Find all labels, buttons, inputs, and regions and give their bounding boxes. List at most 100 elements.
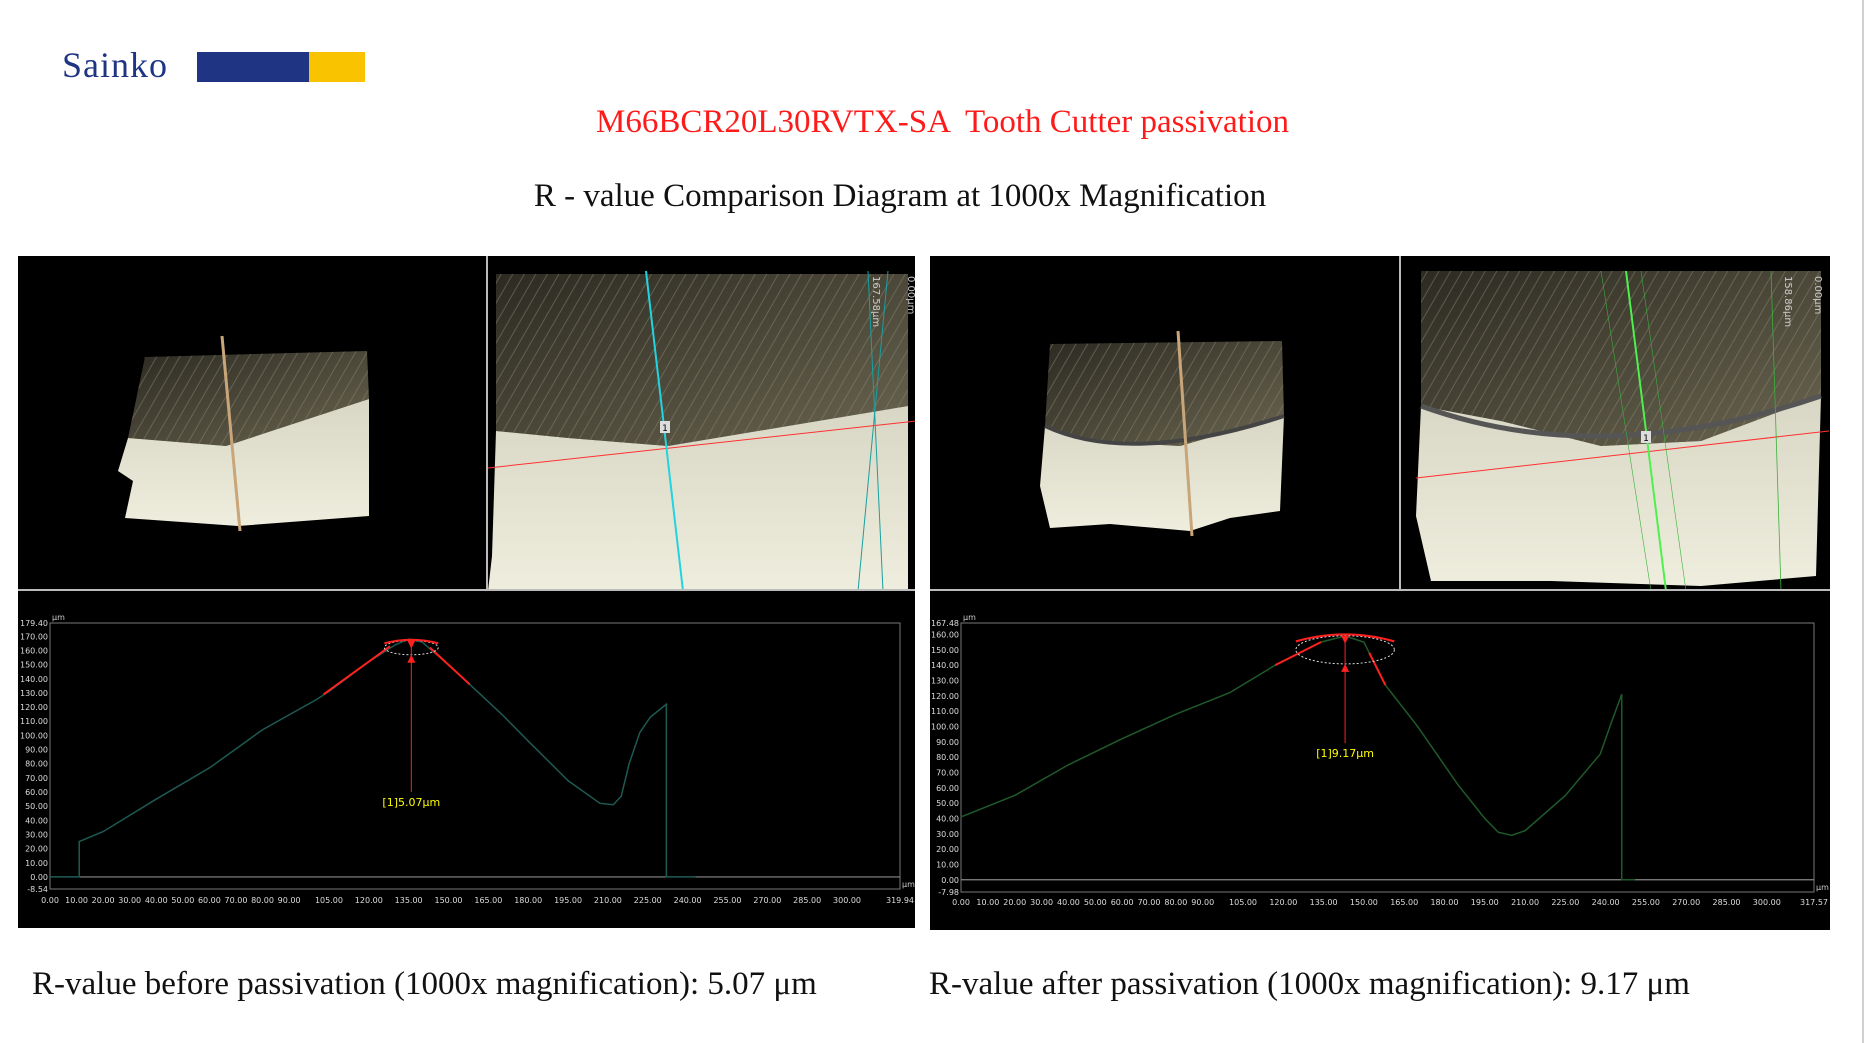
x-tick-label: 150.00	[435, 896, 463, 905]
x-tick-label: 319.94	[886, 896, 914, 905]
x-tick-label: 225.00	[1551, 898, 1579, 907]
y-tick-label: 70.00	[25, 774, 48, 783]
y-tick-label: 80.00	[936, 753, 959, 762]
measure-marker	[1641, 431, 1651, 443]
fit-segment	[429, 646, 471, 686]
y-tick-label: 80.00	[25, 760, 48, 769]
x-tick-label: 20.00	[92, 896, 115, 905]
x-tick-label: 80.00	[1164, 898, 1187, 907]
radius-annotation: [1]5.07μm	[382, 796, 440, 809]
arrow-down-icon	[407, 640, 416, 649]
x-tick-label: 105.00	[1229, 898, 1257, 907]
radius-annotation: [1]9.17μm	[1316, 747, 1374, 760]
y-tick-label: 140.00	[931, 661, 959, 670]
y-tick-label: -8.54	[27, 885, 48, 894]
x-tick-label: 225.00	[634, 896, 662, 905]
x-tick-label: 300.00	[1753, 898, 1781, 907]
y-tick-label: 40.00	[25, 816, 48, 825]
x-tick-label: 60.00	[1111, 898, 1134, 907]
arrow-down-icon	[1341, 635, 1350, 644]
x-tick-label: 0.00	[41, 896, 59, 905]
x-tick-label: 165.00	[1390, 898, 1418, 907]
fit-segment	[1368, 652, 1387, 686]
y-tick-label: 10.00	[936, 860, 959, 869]
x-tick-label: 90.00	[1191, 898, 1214, 907]
brand-logo-text: Sainko	[62, 45, 169, 85]
zoomed-edge-view: 1 167.58μm 0.00μm	[487, 270, 915, 591]
x-tick-label: 20.00	[1003, 898, 1026, 907]
x-tick-label: 317.57	[1800, 898, 1828, 907]
caption-after: R-value after passivation (1000x magnifi…	[929, 966, 1690, 1002]
x-tick-label: 120.00	[1269, 898, 1297, 907]
x-tick-label: 300.00	[833, 896, 861, 905]
y-tick-label: 30.00	[936, 830, 959, 839]
x-tick-label: 270.00	[753, 896, 781, 905]
brand-logo-bar-yellow	[309, 52, 365, 82]
x-tick-label: 195.00	[1471, 898, 1499, 907]
y-tick-label: 0.00	[941, 876, 959, 885]
x-tick-label: 0.00	[952, 898, 970, 907]
y-tick-label: 179.40	[20, 619, 48, 628]
page-title: M66BCR20L30RVTX-SA Tooth Cutter passivat…	[596, 104, 1289, 140]
y-tick-label: 60.00	[25, 788, 48, 797]
y-tick-label: 130.00	[20, 689, 48, 698]
y-tick-label: 10.00	[25, 859, 48, 868]
x-unit-label: μm	[1816, 883, 1829, 892]
arrow-up-icon	[407, 654, 416, 663]
svg-text:1: 1	[662, 424, 668, 434]
plot-frame	[960, 622, 1815, 893]
y-tick-label: 0.00	[30, 873, 48, 882]
x-tick-label: 195.00	[554, 896, 582, 905]
x-tick-label: 255.00	[1632, 898, 1660, 907]
x-tick-label: 270.00	[1672, 898, 1700, 907]
y-tick-label: 20.00	[25, 845, 48, 854]
page-subtitle: R - value Comparison Diagram at 1000x Ma…	[533, 178, 1267, 214]
x-tick-label: 30.00	[118, 896, 141, 905]
y-tick-label: -7.98	[938, 888, 959, 897]
y-tick-label: 120.00	[20, 703, 48, 712]
before-microscope-views: 1 167.58μm 0.00μm	[18, 256, 915, 591]
x-tick-label: 165.00	[474, 896, 502, 905]
x-tick-label: 135.00	[1310, 898, 1338, 907]
scan-origin-label: 0.00μm	[1812, 276, 1823, 314]
x-tick-label: 255.00	[713, 896, 741, 905]
3d-overview-view	[118, 335, 369, 532]
x-tick-label: 105.00	[315, 896, 343, 905]
x-tick-label: 30.00	[1030, 898, 1053, 907]
x-tick-label: 50.00	[171, 896, 194, 905]
y-tick-label: 160.00	[20, 646, 48, 655]
after-profile-chart: μm μm 167.48 160.00 150.00 140.00 130.00 120.00…	[931, 613, 1829, 907]
before-profile-chart: μm μm 179.40 170.00 160.00 150.00 140.00 130.00…	[20, 613, 915, 905]
zoomed-edge-view: 1 158.86μm 0.00μm	[1415, 270, 1830, 591]
y-tick-label: 170.00	[20, 632, 48, 641]
arrow-up-icon	[1341, 663, 1350, 672]
x-tick-label: 180.00	[1430, 898, 1458, 907]
x-tick-label: 10.00	[65, 896, 88, 905]
y-tick-label: 110.00	[20, 717, 48, 726]
svg-text:1: 1	[1643, 434, 1649, 444]
fit-segment	[1274, 641, 1322, 667]
profile-line	[960, 635, 1636, 881]
x-tick-label: 80.00	[251, 896, 274, 905]
x-tick-label: 240.00	[674, 896, 702, 905]
y-tick-label: 150.00	[20, 661, 48, 670]
x-tick-label: 180.00	[514, 896, 542, 905]
y-tick-label: 70.00	[936, 768, 959, 777]
fit-segment	[323, 645, 391, 696]
y-tick-label: 120.00	[931, 692, 959, 701]
fit-arc	[384, 638, 439, 645]
y-tick-label: 90.00	[25, 746, 48, 755]
y-tick-label: 30.00	[25, 830, 48, 839]
plot-frame	[49, 622, 901, 890]
y-tick-label: 60.00	[936, 784, 959, 793]
x-tick-label: 70.00	[1138, 898, 1161, 907]
x-tick-label: 210.00	[594, 896, 622, 905]
scan-origin-label: 0.00μm	[905, 276, 915, 314]
y-tick-label: 20.00	[936, 845, 959, 854]
y-tick-label: 50.00	[936, 799, 959, 808]
x-tick-label: 120.00	[355, 896, 383, 905]
y-tick-label: 140.00	[20, 675, 48, 684]
y-tick-label: 100.00	[931, 722, 959, 731]
y-tick-label: 90.00	[936, 738, 959, 747]
y-tick-label: 40.00	[936, 814, 959, 823]
